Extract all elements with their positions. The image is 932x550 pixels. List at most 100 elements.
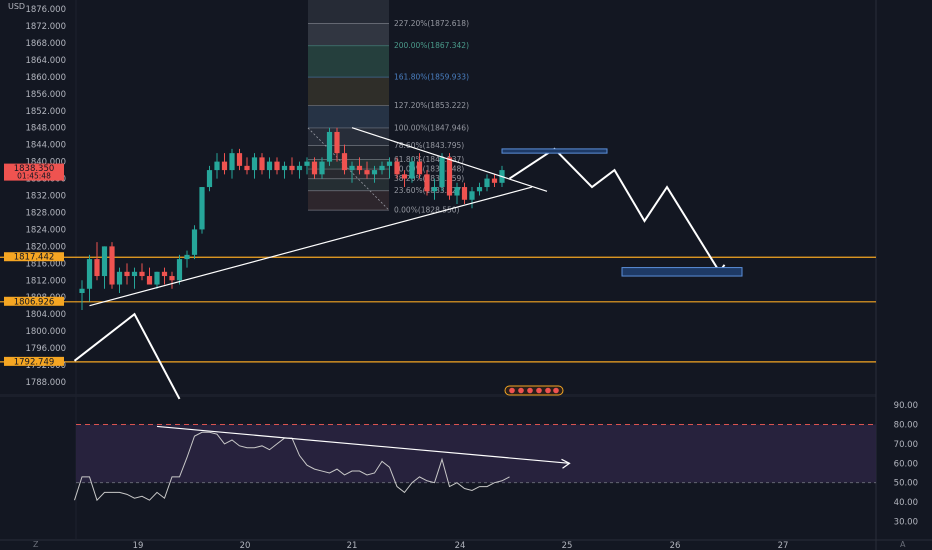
candle-body bbox=[206, 170, 213, 188]
wedge-upper-line[interactable] bbox=[351, 127, 548, 192]
candle-body bbox=[364, 170, 370, 175]
candle-body bbox=[221, 161, 228, 171]
price-label-value: 1817.442 bbox=[14, 253, 55, 263]
candle-body bbox=[401, 174, 408, 179]
price-axis-tick: 1788.000 bbox=[25, 378, 66, 388]
price-label-countdown: 01:45:48 bbox=[17, 172, 51, 181]
candle-body bbox=[131, 271, 138, 277]
price-axis-tick: 1868.000 bbox=[25, 39, 66, 49]
candle-body bbox=[281, 165, 288, 171]
rsi-axis-tick: 30.00 bbox=[894, 518, 918, 528]
fib-zone bbox=[308, 145, 389, 160]
price-axis-tick: 1856.000 bbox=[25, 90, 66, 100]
price-axis-tick: 1864.000 bbox=[25, 56, 66, 66]
fib-level-label: 227.20%(1872.618) bbox=[394, 19, 469, 28]
price-label-value: 1792.749 bbox=[14, 357, 55, 367]
price-label-box bbox=[4, 296, 64, 306]
replay-dot[interactable] bbox=[527, 387, 533, 394]
date-tick: 26 bbox=[670, 541, 681, 550]
drawings[interactable] bbox=[73, 127, 743, 400]
target-box[interactable] bbox=[621, 267, 743, 277]
candle-body bbox=[109, 246, 115, 285]
candle-body bbox=[124, 271, 130, 277]
candle-body bbox=[379, 165, 385, 171]
candle-body bbox=[461, 187, 468, 200]
candle-body bbox=[431, 187, 438, 192]
fib-level-label: 50.00%(1838.248) bbox=[394, 165, 464, 174]
rsi-axis: 90.00 80.00 70.00 60.00 50.00 40.00 30.00 bbox=[894, 401, 918, 527]
candle-body bbox=[416, 161, 423, 175]
left-zigzag-path[interactable] bbox=[73, 312, 181, 400]
candle-body bbox=[79, 288, 85, 293]
fib-level-label: 0.00%(1828.550) bbox=[394, 206, 460, 215]
candle-body bbox=[386, 161, 393, 166]
fib-trend-line bbox=[307, 127, 390, 211]
candle-body bbox=[251, 157, 258, 171]
rsi-panel bbox=[74, 424, 876, 502]
candle-body bbox=[319, 161, 325, 175]
candle-body bbox=[446, 157, 453, 196]
fib-zone bbox=[308, 169, 389, 179]
candle-body bbox=[161, 271, 168, 277]
replay-dot[interactable] bbox=[545, 387, 551, 394]
fib-level-label: 100.00%(1847.946) bbox=[394, 123, 469, 132]
candle-body bbox=[484, 178, 490, 188]
date-tick: 19 bbox=[133, 541, 144, 550]
replay-controls[interactable] bbox=[504, 385, 564, 396]
price-axis-tick: 1848.000 bbox=[25, 124, 66, 134]
candle-body bbox=[469, 191, 475, 200]
price-axis-tick: 1872.000 bbox=[25, 22, 66, 32]
fib-zone-top bbox=[308, 0, 389, 24]
fib-zone bbox=[308, 159, 389, 170]
candle-body bbox=[184, 254, 190, 260]
date-tick: 24 bbox=[455, 541, 466, 550]
fib-level-label: 161.80%(1859.933) bbox=[394, 73, 469, 82]
candle-body bbox=[259, 157, 265, 171]
rsi-trendline[interactable] bbox=[156, 425, 570, 464]
candle-body bbox=[334, 131, 340, 154]
fib-zone bbox=[308, 190, 389, 211]
candle-body bbox=[94, 259, 100, 277]
candle-body bbox=[394, 161, 400, 175]
price-axis-tick: 1840.000 bbox=[25, 158, 66, 168]
candle-body bbox=[199, 187, 205, 230]
time-axis[interactable]: 19 20 21 24 25 26 27 bbox=[133, 541, 789, 550]
price-axis-tick: 1844.000 bbox=[25, 141, 66, 151]
bottom-right-label[interactable]: A bbox=[900, 540, 906, 549]
candle-body bbox=[146, 276, 153, 285]
date-tick: 27 bbox=[778, 541, 789, 550]
candle-body bbox=[176, 259, 183, 281]
candle-body bbox=[304, 161, 310, 166]
horizontal-levels[interactable] bbox=[0, 256, 876, 363]
price-label-box bbox=[4, 163, 64, 181]
currency-label: USD bbox=[8, 2, 25, 11]
price-label-box bbox=[4, 356, 64, 366]
candle-body bbox=[266, 161, 273, 171]
replay-dot[interactable] bbox=[509, 387, 515, 394]
replay-dot[interactable] bbox=[518, 387, 524, 394]
candle-body bbox=[289, 165, 295, 171]
bottom-left-label[interactable]: Z bbox=[33, 540, 39, 549]
wedge-lower-line[interactable] bbox=[89, 186, 533, 307]
rsi-trendline-arrowhead[interactable] bbox=[561, 458, 571, 469]
fib-zone bbox=[308, 127, 389, 146]
fib-zone bbox=[308, 23, 389, 46]
candle-body bbox=[101, 246, 108, 277]
candle-body bbox=[191, 229, 198, 255]
price-axis-tick: 1852.000 bbox=[25, 107, 66, 117]
candle-body bbox=[244, 165, 250, 171]
replay-dot[interactable] bbox=[553, 387, 559, 394]
candle-body bbox=[311, 161, 318, 175]
upper-box[interactable] bbox=[501, 148, 608, 154]
price-axis-tick: 1824.000 bbox=[25, 225, 66, 235]
price-axis-tick: 1828.000 bbox=[25, 208, 66, 218]
replay-dot[interactable] bbox=[536, 387, 542, 394]
rsi-axis-tick: 70.00 bbox=[894, 440, 918, 450]
fib-zone bbox=[308, 45, 389, 78]
price-axis-tick: 1860.000 bbox=[25, 73, 66, 83]
candle-body bbox=[274, 161, 280, 171]
candle-body bbox=[116, 271, 123, 285]
date-tick: 20 bbox=[240, 541, 251, 550]
